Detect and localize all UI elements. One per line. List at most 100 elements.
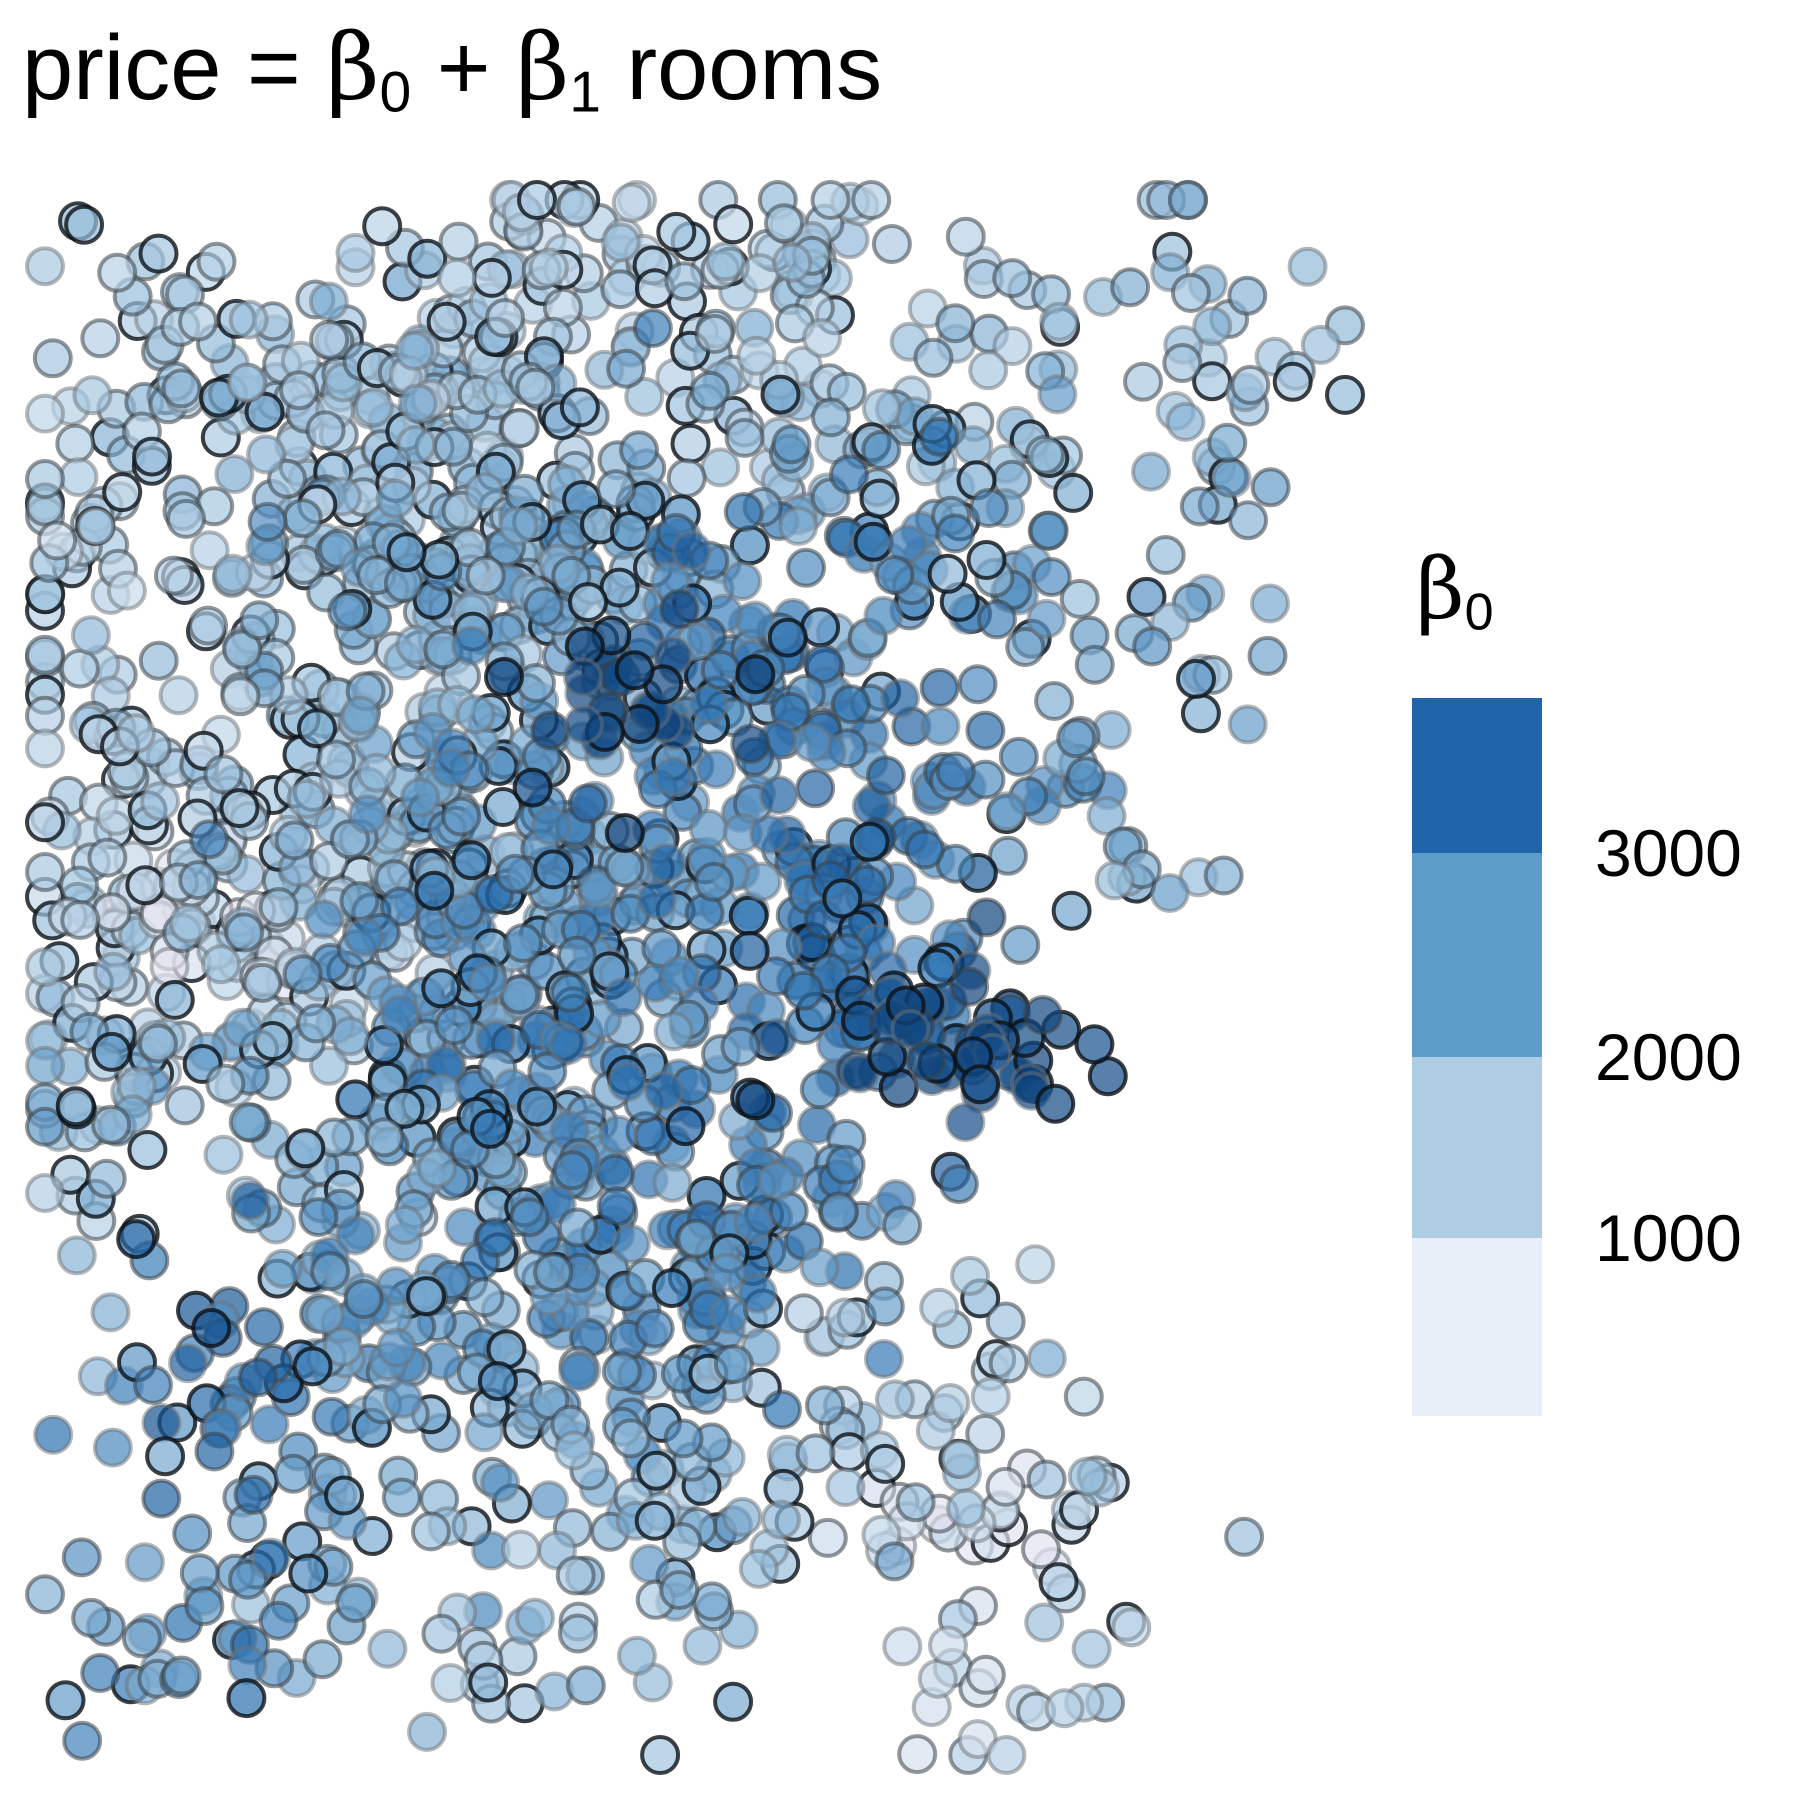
data-point — [316, 739, 356, 780]
data-point — [433, 426, 473, 467]
data-point — [904, 829, 945, 870]
data-point — [1110, 267, 1151, 308]
data-point — [874, 555, 915, 595]
data-point — [1031, 557, 1072, 598]
data-point — [596, 469, 636, 510]
data-point — [882, 1626, 923, 1667]
data-point — [562, 657, 603, 698]
data-point — [946, 1488, 987, 1529]
data-point — [227, 1645, 268, 1686]
data-point — [309, 319, 350, 360]
data-point — [986, 1735, 1027, 1775]
data-point — [783, 970, 824, 1011]
data-point — [953, 425, 994, 466]
data-point — [861, 388, 902, 429]
data-point — [825, 1144, 866, 1185]
data-point — [607, 1062, 648, 1102]
data-point — [56, 1235, 97, 1276]
data-point — [244, 391, 285, 432]
data-point — [882, 1205, 923, 1246]
data-point — [735, 654, 776, 695]
data-point — [60, 899, 101, 940]
data-point — [1063, 1376, 1104, 1417]
data-point — [133, 1364, 173, 1405]
data-point — [375, 478, 416, 519]
data-point — [1059, 578, 1100, 619]
legend-tick-label: 3000 — [1595, 816, 1742, 890]
data-point — [662, 1522, 703, 1563]
data-point — [168, 1343, 208, 1384]
data-point — [557, 1207, 598, 1248]
data-point — [451, 625, 491, 666]
data-point — [965, 1413, 1006, 1454]
data-point — [968, 488, 1009, 528]
data-point — [138, 640, 179, 681]
data-point — [693, 861, 734, 902]
data-point — [735, 1080, 776, 1121]
data-point — [296, 1003, 337, 1044]
data-point — [1086, 796, 1127, 836]
data-point — [614, 650, 655, 691]
data-point — [1247, 635, 1288, 676]
data-point — [749, 814, 790, 855]
data-point — [91, 1031, 132, 1072]
data-point — [935, 513, 976, 554]
data-point — [1021, 1529, 1061, 1570]
data-point — [55, 423, 96, 464]
data-point — [251, 1537, 292, 1578]
data-point — [1179, 486, 1220, 527]
data-point — [25, 393, 65, 434]
data-point — [92, 1427, 133, 1468]
data-point — [233, 1474, 274, 1515]
data-point — [322, 1326, 363, 1367]
data-point — [407, 1711, 447, 1752]
data-point — [606, 348, 647, 389]
data-point — [1170, 273, 1211, 313]
data-point — [25, 802, 65, 843]
data-point — [304, 1294, 345, 1335]
data-point — [767, 617, 808, 658]
data-point — [682, 1625, 723, 1666]
data-point — [1074, 1024, 1115, 1065]
data-point — [805, 1385, 845, 1426]
data-point — [499, 408, 540, 448]
data-point — [632, 308, 673, 349]
data-point — [864, 1286, 905, 1327]
colorbar-segment — [1412, 1238, 1542, 1416]
data-point — [324, 1475, 364, 1516]
data-point — [919, 1287, 960, 1328]
data-point — [596, 1186, 637, 1227]
data-point — [530, 710, 571, 751]
data-point — [189, 819, 229, 860]
data-point — [127, 1130, 168, 1170]
data-point — [515, 1597, 555, 1638]
colorbar-segment — [1412, 853, 1542, 1057]
data-point — [810, 180, 851, 220]
data-point — [189, 530, 230, 571]
data-point — [297, 708, 337, 749]
data-point — [310, 1251, 351, 1292]
data-point — [106, 570, 147, 611]
data-point — [154, 979, 195, 1020]
data-point — [246, 434, 286, 475]
data-point — [1024, 1602, 1065, 1643]
data-point — [1039, 301, 1080, 342]
data-point — [145, 1436, 186, 1477]
data-point — [863, 1339, 904, 1379]
data-point — [895, 1482, 936, 1523]
colorbar-segment — [1412, 698, 1542, 853]
data-point — [90, 1292, 131, 1333]
data-point — [230, 1180, 271, 1221]
data-point — [161, 1655, 202, 1696]
data-point — [761, 1499, 801, 1540]
data-point — [919, 416, 960, 457]
data-point — [663, 1418, 704, 1459]
data-point — [722, 1496, 763, 1537]
data-point — [410, 1511, 451, 1552]
data-point — [203, 754, 244, 795]
data-point — [733, 1202, 774, 1243]
data-point — [799, 1247, 840, 1288]
data-point — [242, 962, 283, 1003]
data-point — [945, 1102, 986, 1143]
data-point — [1145, 535, 1186, 575]
